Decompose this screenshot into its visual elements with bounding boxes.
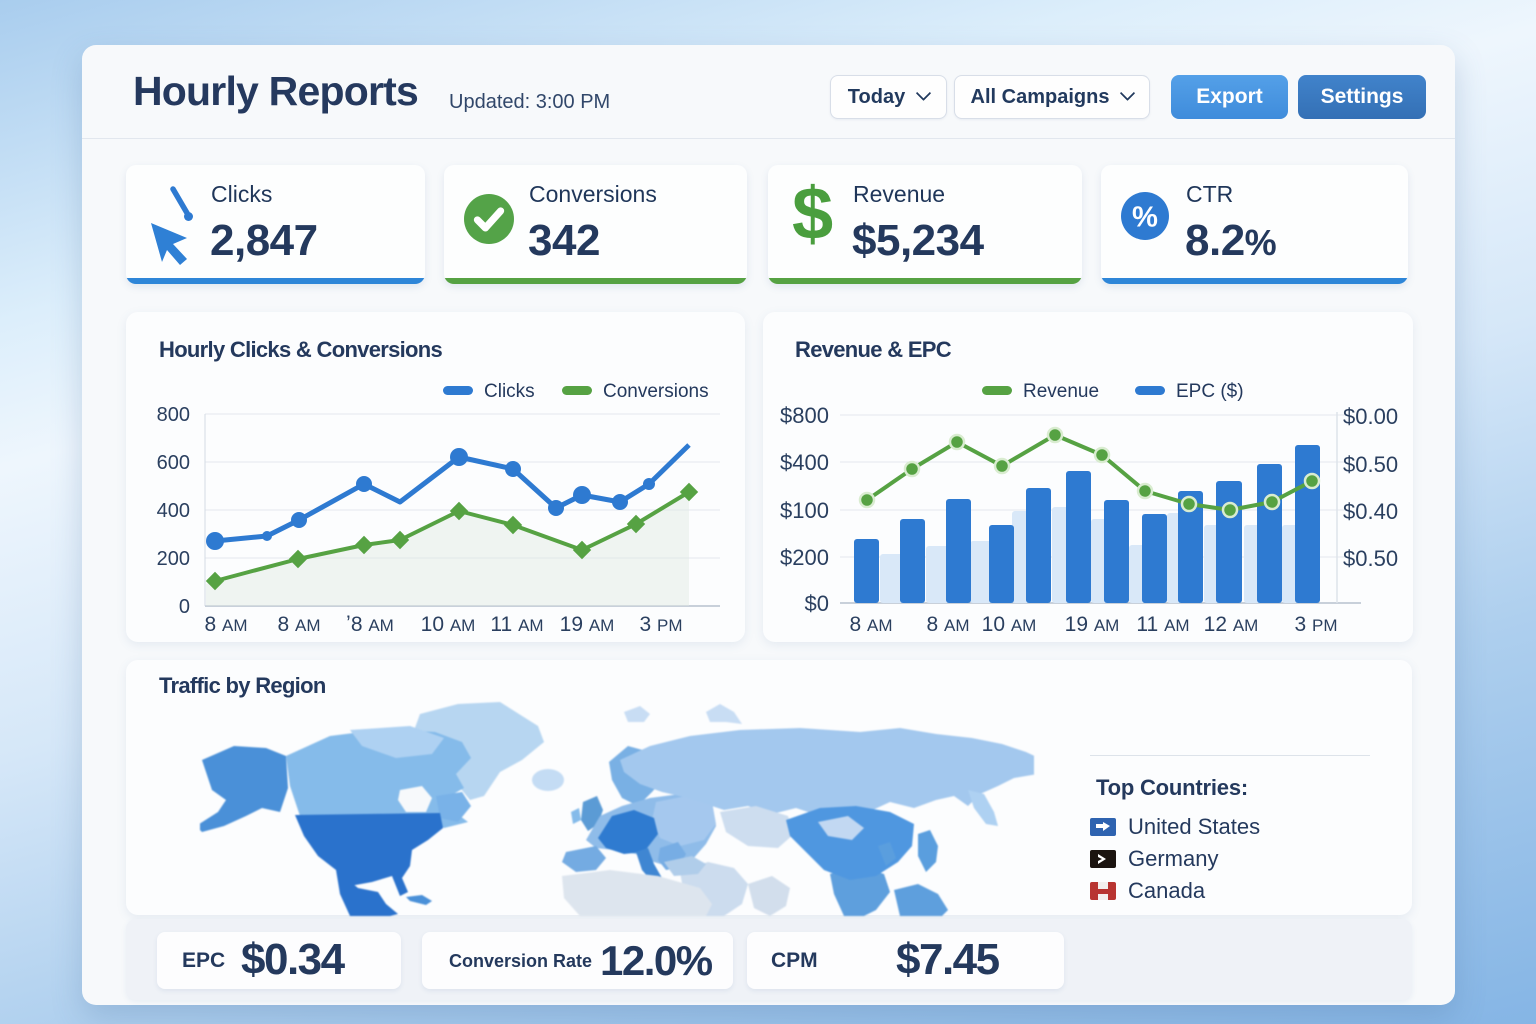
- svg-text:$400: $400: [780, 450, 829, 475]
- svg-text:600: 600: [157, 452, 190, 474]
- svg-text:$0: $0: [805, 591, 829, 616]
- svg-text:$0.50: $0.50: [1343, 452, 1398, 477]
- svg-text:10 AM: 10 AM: [421, 613, 476, 636]
- svg-text:$0.50: $0.50: [1343, 546, 1398, 571]
- svg-text:Clicks: Clicks: [484, 381, 535, 402]
- svg-text:10 AM: 10 AM: [982, 613, 1037, 636]
- svg-text:19 AM: 19 AM: [1065, 613, 1120, 636]
- svg-text:$0.00: $0.00: [1343, 404, 1398, 429]
- svg-text:$100: $100: [780, 498, 829, 523]
- svg-text:19 AM: 19 AM: [560, 613, 615, 636]
- svg-text:800: 800: [157, 404, 190, 426]
- svg-text:Conversions: Conversions: [603, 381, 709, 402]
- svg-text:$0.40: $0.40: [1343, 499, 1398, 524]
- svg-text:400: 400: [157, 500, 190, 522]
- svg-text:Revenue: Revenue: [1023, 381, 1099, 402]
- svg-text:8 AM: 8 AM: [926, 613, 969, 636]
- svg-text:$200: $200: [780, 545, 829, 570]
- svg-text:12 AM: 12 AM: [1204, 613, 1259, 636]
- svg-text:%: %: [1132, 201, 1158, 233]
- svg-text:0: 0: [179, 596, 190, 618]
- svg-text:EPC ($): EPC ($): [1176, 381, 1244, 402]
- svg-text:3 PM: 3 PM: [1294, 613, 1337, 636]
- svg-text:200: 200: [157, 548, 190, 570]
- svg-text:3 PM: 3 PM: [639, 613, 682, 636]
- svg-text:11 AM: 11 AM: [1136, 613, 1189, 636]
- svg-text:ʼ8 AM: ʼ8 AM: [346, 613, 394, 636]
- svg-text:11 AM: 11 AM: [490, 613, 543, 636]
- svg-text:8 AM: 8 AM: [849, 613, 892, 636]
- svg-text:$800: $800: [780, 403, 829, 428]
- svg-text:8 AM: 8 AM: [204, 613, 247, 636]
- svg-text:8 AM: 8 AM: [277, 613, 320, 636]
